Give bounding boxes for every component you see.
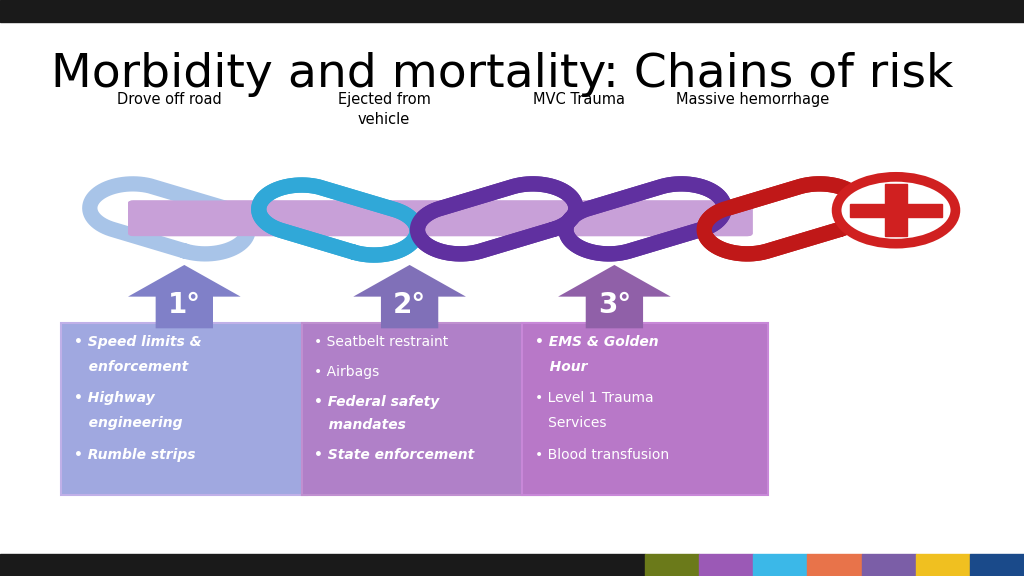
Bar: [970, 554, 1024, 576]
Text: • Federal safety: • Federal safety: [314, 395, 439, 409]
Text: • Speed limits &: • Speed limits &: [74, 335, 202, 349]
Text: Services: Services: [535, 416, 606, 430]
Text: • Rumble strips: • Rumble strips: [74, 448, 196, 462]
Bar: [0, 0, 1024, 22]
Text: 2°: 2°: [393, 290, 426, 319]
Bar: [754, 554, 808, 576]
Bar: [302, 323, 548, 495]
Text: MVC Trauma: MVC Trauma: [532, 92, 625, 107]
Text: • Blood transfusion: • Blood transfusion: [535, 448, 669, 462]
Bar: [0, 554, 645, 576]
Polygon shape: [558, 265, 671, 328]
Text: Ejected from
vehicle: Ejected from vehicle: [338, 92, 430, 127]
Circle shape: [842, 180, 950, 241]
Text: Hour: Hour: [535, 360, 587, 374]
Polygon shape: [353, 265, 466, 328]
Text: • Seatbelt restraint: • Seatbelt restraint: [314, 335, 449, 349]
Text: • Airbags: • Airbags: [314, 365, 380, 379]
Text: • State enforcement: • State enforcement: [314, 448, 474, 462]
Bar: [522, 323, 768, 495]
Text: 1°: 1°: [168, 290, 201, 319]
Bar: [850, 204, 942, 217]
Text: • EMS & Golden: • EMS & Golden: [535, 335, 658, 349]
Text: 3°: 3°: [598, 290, 631, 319]
FancyBboxPatch shape: [128, 200, 753, 236]
Text: Morbidity and mortality: Chains of risk: Morbidity and mortality: Chains of risk: [51, 52, 953, 97]
Bar: [645, 554, 699, 576]
Bar: [808, 554, 861, 576]
Polygon shape: [128, 265, 241, 328]
Text: • Level 1 Trauma: • Level 1 Trauma: [535, 392, 653, 406]
Bar: [861, 554, 915, 576]
Text: engineering: engineering: [74, 416, 182, 430]
Text: enforcement: enforcement: [74, 360, 188, 374]
FancyBboxPatch shape: [128, 200, 753, 236]
Text: Drove off road: Drove off road: [117, 92, 221, 107]
Text: Massive hemorrhage: Massive hemorrhage: [676, 92, 829, 107]
Bar: [885, 184, 907, 236]
Bar: [915, 554, 970, 576]
Bar: [61, 323, 307, 495]
Text: • Highway: • Highway: [74, 392, 155, 406]
Text: mandates: mandates: [314, 419, 407, 433]
Bar: [699, 554, 754, 576]
